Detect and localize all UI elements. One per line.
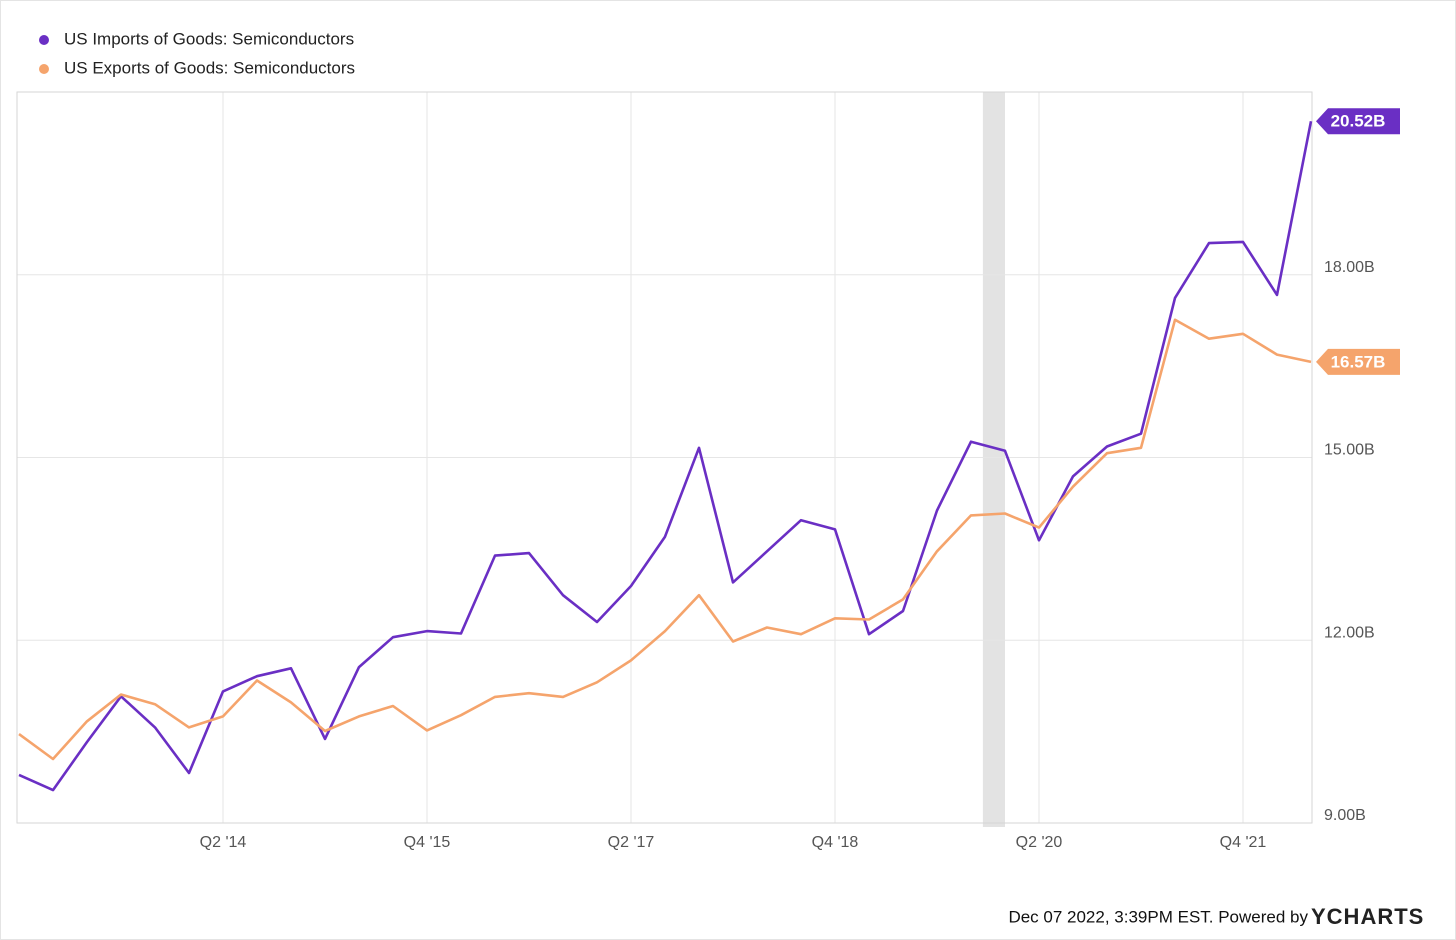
value-label: 20.52B <box>1331 112 1386 131</box>
brand: YCHARTS <box>1311 904 1424 929</box>
value-badge <box>1316 108 1400 135</box>
series-line <box>18 318 1312 761</box>
shaded-region <box>982 92 1005 827</box>
x-tick-label: Q4 '21 <box>1220 834 1267 851</box>
series-line <box>18 120 1313 792</box>
y-tick-label: 12.00B <box>1324 624 1375 641</box>
plot-frame <box>16 91 1313 824</box>
x-tick-label: Q4 '18 <box>812 834 859 851</box>
value-badge <box>1316 348 1400 375</box>
legend-marker <box>39 35 49 45</box>
credit: Dec 07 2022, 3:39PM EST. Powered by <box>1008 907 1308 926</box>
x-tick-label: Q2 '17 <box>608 834 655 851</box>
legend-marker <box>39 64 49 74</box>
y-tick-label: 18.00B <box>1324 259 1375 276</box>
legend-label: US Exports of Goods: Semiconductors <box>64 58 355 77</box>
y-tick-label: 15.00B <box>1324 442 1375 459</box>
x-tick-label: Q2 '14 <box>200 834 247 851</box>
x-tick-label: Q2 '20 <box>1016 834 1063 851</box>
value-label: 16.57B <box>1331 352 1386 371</box>
x-tick-label: Q4 '15 <box>404 834 451 851</box>
legend-label: US Imports of Goods: Semiconductors <box>64 29 354 48</box>
y-tick-label: 9.00B <box>1324 807 1366 824</box>
